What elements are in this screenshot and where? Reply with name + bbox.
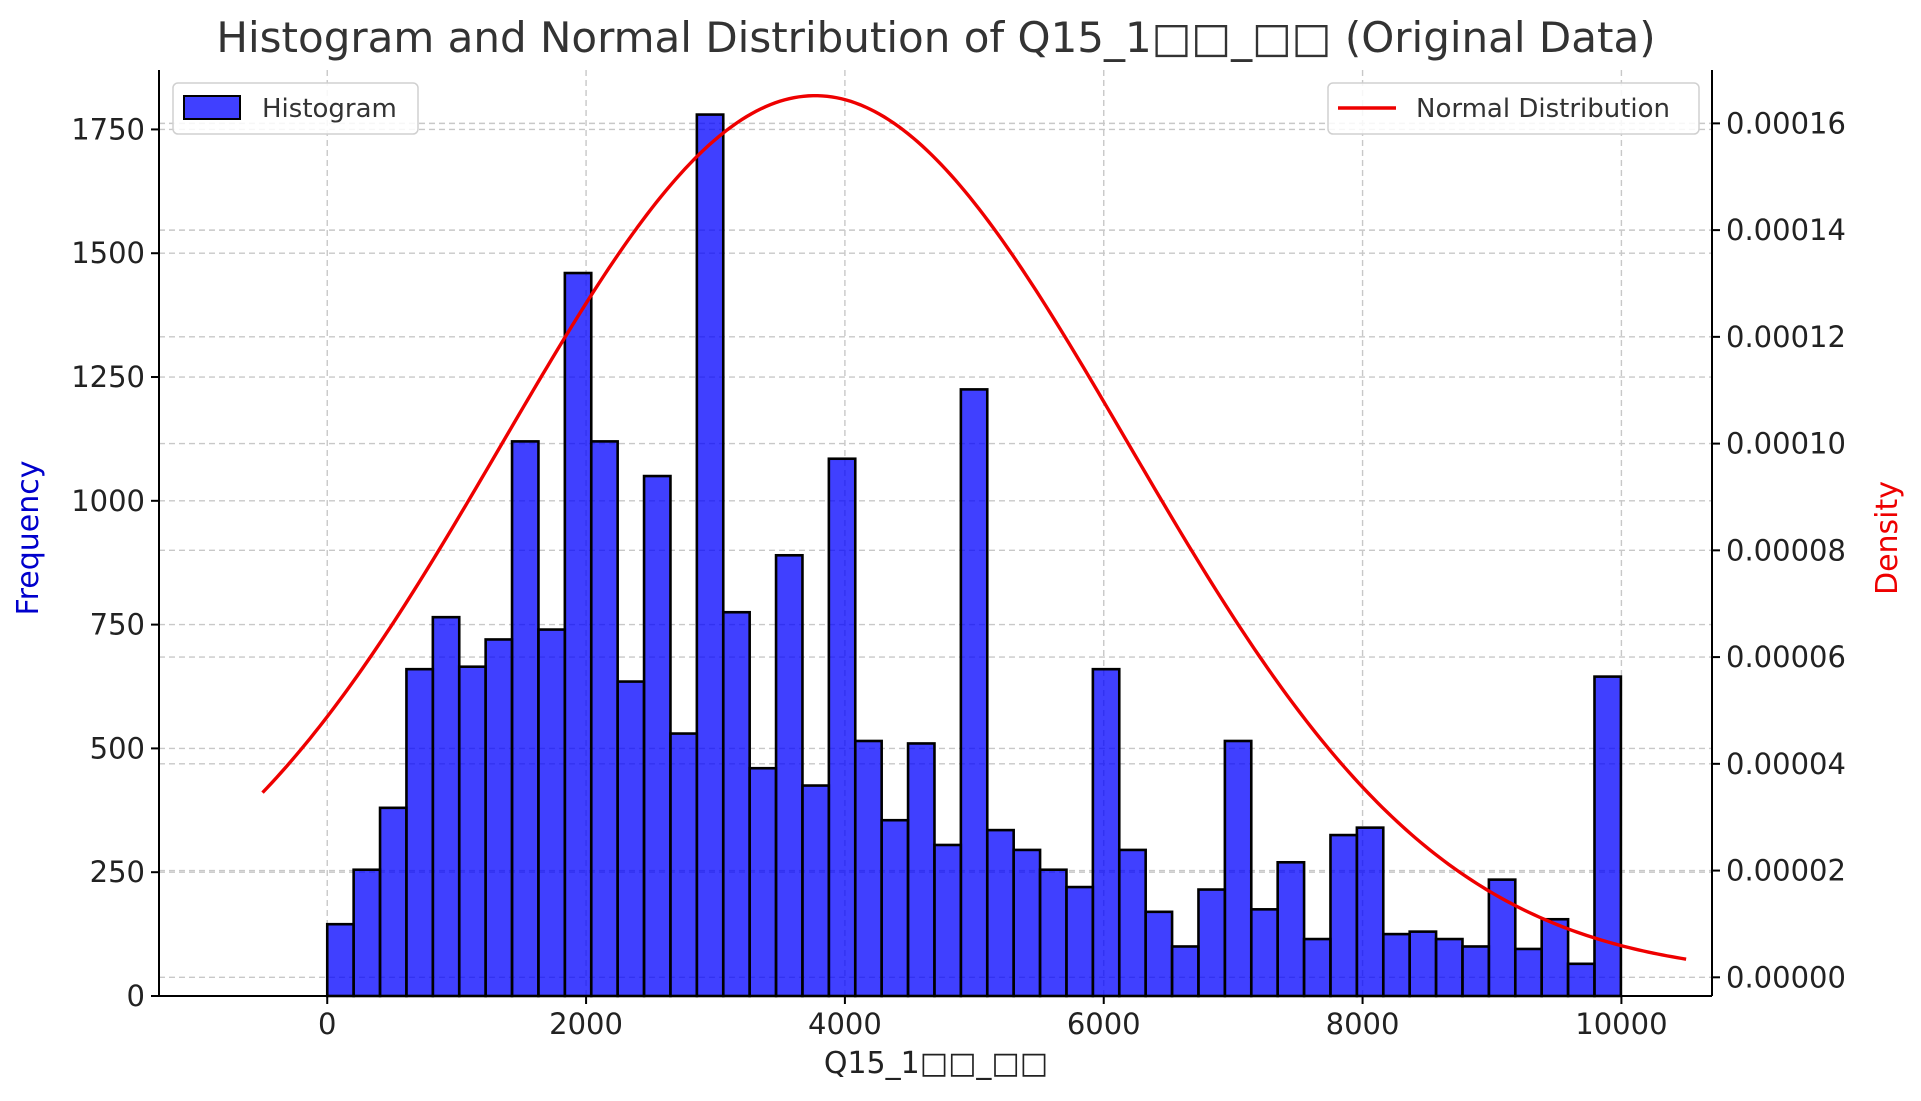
histogram-bar <box>721 610 751 998</box>
histogram-bar <box>801 784 831 998</box>
normal-distribution-curve <box>261 93 1687 961</box>
histogram-bar <box>1144 910 1174 998</box>
y-right-tick-label: 0.00000 <box>1726 960 1846 994</box>
histogram-bar <box>325 922 355 998</box>
histogram-bar <box>1302 937 1332 998</box>
y-left-tick-label: 1000 <box>71 484 145 518</box>
chart-title: Histogram and Normal Distribution of Q15… <box>216 13 1655 62</box>
y-left-tick-label: 750 <box>90 608 145 642</box>
x-tick-label: 4000 <box>808 1007 882 1041</box>
histogram-bar <box>985 828 1015 998</box>
histogram-bar <box>1381 932 1411 998</box>
axes-spines <box>158 70 1713 997</box>
y-right-tick-label: 0.00010 <box>1726 427 1846 461</box>
y-left-tick-label: 1250 <box>71 360 145 394</box>
y-left-tick-label: 0 <box>127 979 145 1013</box>
histogram-bar <box>1276 860 1306 998</box>
histogram-bar <box>378 806 408 998</box>
histogram-bar <box>853 739 883 998</box>
histogram-bar <box>1012 848 1042 998</box>
legend-histogram-swatch <box>183 95 241 120</box>
legend-normal-distribution: Normal Distribution <box>1327 82 1700 135</box>
histogram-bar <box>1223 739 1253 998</box>
histogram-bar <box>906 742 936 998</box>
histogram-bar <box>1091 667 1121 998</box>
histogram-bar <box>1461 945 1491 998</box>
y-right-tick-label: 0.00004 <box>1726 747 1846 781</box>
y-left-axis-ticks: 0 250 500 750 1000 1250 1500 1750 <box>71 112 159 1013</box>
histogram-bar <box>695 113 725 998</box>
y-left-tick-label: 1750 <box>71 112 145 146</box>
legend-normal-frame <box>1327 82 1700 135</box>
histogram-bar <box>1513 947 1543 998</box>
y-left-tick-label: 1500 <box>71 236 145 270</box>
histogram-bar <box>1065 885 1095 998</box>
histogram-bar <box>1540 917 1570 998</box>
histogram-bar <box>405 667 435 998</box>
histogram-bar <box>484 638 514 998</box>
y-right-tick-label: 0.00008 <box>1726 533 1846 567</box>
histogram-bar <box>959 388 989 998</box>
histogram-bar <box>1249 908 1279 998</box>
histogram-bar <box>537 628 567 998</box>
histogram-bar <box>1117 848 1147 998</box>
x-tick-label: 2000 <box>549 1007 623 1041</box>
x-tick-label: 0 <box>318 1007 336 1041</box>
histogram-bar <box>933 843 963 998</box>
histogram-bar <box>457 665 487 998</box>
histogram-bar <box>563 271 593 998</box>
histogram-bar <box>1329 833 1359 998</box>
x-tick-label: 6000 <box>1067 1007 1141 1041</box>
x-tick-label: 8000 <box>1326 1007 1400 1041</box>
histogram-bar <box>827 457 857 998</box>
y-right-tick-label: 0.00006 <box>1726 640 1846 674</box>
y-right-axis-ticks: 0.00000 0.00002 0.00004 0.00006 0.00008 0.000… <box>1712 106 1846 994</box>
x-tick-label: 10000 <box>1575 1007 1667 1041</box>
histogram-bar <box>431 615 461 998</box>
y-right-tick-label: 0.00002 <box>1726 854 1846 888</box>
y-right-tick-label: 0.00016 <box>1726 106 1846 140</box>
histogram-bar <box>1038 868 1068 998</box>
histogram-bar <box>642 474 672 998</box>
histogram-bar <box>1434 937 1464 998</box>
legend-histogram-label: Histogram <box>262 94 397 124</box>
y-left-tick-label: 250 <box>90 855 145 889</box>
y-right-axis-label: Density <box>1870 481 1905 595</box>
y-right-tick-label: 0.00012 <box>1726 320 1846 354</box>
histogram-bar <box>589 440 619 998</box>
x-axis-ticks: 0 2000 4000 6000 8000 10000 <box>318 996 1668 1041</box>
histogram-bar <box>1197 888 1227 998</box>
x-axis-label: Q15_1□□_□□ <box>824 1046 1048 1081</box>
histogram-bar <box>510 440 540 998</box>
histogram-bar <box>669 732 699 998</box>
histogram-bar <box>1593 675 1623 998</box>
histogram-bar <box>1408 930 1438 998</box>
y-left-tick-label: 500 <box>90 731 145 765</box>
histogram-bar <box>1355 826 1385 998</box>
y-left-axis-label: Frequency <box>11 461 46 616</box>
histogram-bar <box>748 766 778 998</box>
y-right-tick-label: 0.00014 <box>1726 213 1846 247</box>
legend-normal-label: Normal Distribution <box>1416 94 1670 124</box>
histogram-bars <box>325 113 1623 998</box>
legend-histogram: Histogram <box>172 82 419 135</box>
histogram-bar <box>352 868 382 998</box>
histogram-bar <box>616 680 646 998</box>
histogram-bar <box>1566 962 1596 998</box>
histogram-bar <box>880 818 910 998</box>
histogram-bar <box>774 553 804 998</box>
histogram-bar <box>1170 945 1200 998</box>
